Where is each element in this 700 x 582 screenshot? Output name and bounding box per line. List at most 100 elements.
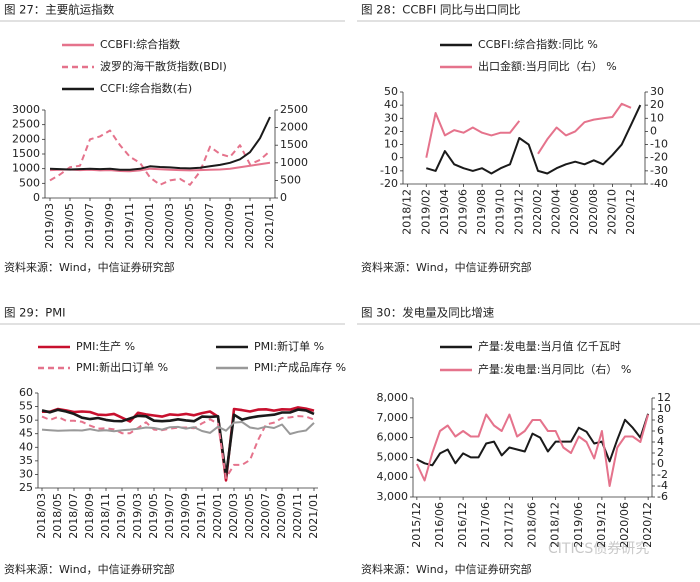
y2-tick-label: 1000	[280, 156, 308, 169]
y-tick-label: 45	[19, 427, 33, 440]
y2-tick-label: -10	[650, 138, 668, 151]
series-line	[415, 413, 650, 487]
x-tick-label: 2020/10	[605, 189, 618, 235]
y2-tick-label: -30	[650, 164, 668, 177]
y-tick-label: 10	[384, 138, 398, 151]
y-tick-label: 5,000	[377, 450, 409, 463]
y-tick-label: 3000	[12, 103, 40, 116]
y2-tick-label: 20	[650, 98, 664, 111]
series-line	[42, 406, 315, 482]
x-tick-label: 2018/06	[526, 502, 539, 548]
y-tick-label: 40	[384, 98, 398, 111]
series-line	[49, 116, 271, 171]
series-line	[425, 102, 632, 158]
source-note: 资料来源：Wind，中信证券研究部	[4, 562, 175, 576]
y2-tick-label: 0	[280, 191, 287, 204]
y-tick-label: 4,000	[377, 470, 409, 483]
y-tick-label: -10	[380, 164, 398, 177]
x-tick-label: 2016/12	[456, 502, 469, 548]
source-note: 资料来源：Wind，中信证券研究部	[361, 562, 532, 576]
y2-tick-label: 10	[657, 402, 671, 415]
x-tick-label: 2019/12	[595, 502, 608, 548]
figure-title: 图 29：PMI	[4, 306, 66, 320]
legend-label: PMI:生产 %	[76, 339, 135, 353]
legend-label: PMI:产成品库存 %	[254, 360, 346, 374]
series-line	[41, 415, 315, 479]
x-tick-label: 2019/12	[512, 189, 525, 235]
x-tick-label: 2020/12	[624, 189, 637, 235]
legend-label: PMI:新订单 %	[254, 339, 324, 353]
x-tick-label: 2018/11	[99, 493, 112, 539]
series-line	[49, 129, 271, 186]
x-tick-label: 2019/03	[131, 493, 144, 539]
y-tick-label: 50	[384, 85, 398, 98]
y2-tick-label: 2	[657, 446, 664, 459]
legend-label: 波罗的海干散货指数(BDI)	[100, 59, 227, 73]
x-tick-label: 2020/06	[568, 189, 581, 235]
y-tick-label: -20	[380, 177, 398, 190]
x-tick-label: 2017/06	[479, 502, 492, 548]
x-tick-label: 2015/12	[410, 502, 423, 548]
source-note: 资料来源：Wind，中信证券研究部	[361, 260, 532, 274]
legend-label: PMI:新出口订单 %	[76, 360, 168, 374]
y-tick-label: 2000	[12, 132, 40, 145]
y-tick-label: 60	[19, 386, 33, 399]
x-tick-label: 2019/07	[83, 203, 96, 249]
x-tick-label: 2019/03	[43, 203, 56, 249]
y-tick-label: 50	[19, 413, 33, 426]
legend-label: 产量:发电量:当月同比（右） %	[478, 362, 631, 376]
y-tick-label: 25	[19, 481, 33, 494]
y-tick-label: 0	[391, 151, 398, 164]
x-tick-label: 2020/08	[587, 189, 600, 235]
x-tick-label: 2019/11	[195, 493, 208, 539]
y2-tick-label: 1500	[280, 138, 308, 151]
x-tick-label: 2020/04	[550, 189, 563, 235]
y2-tick-label: 30	[650, 85, 664, 98]
x-tick-label: 2019/07	[163, 493, 176, 539]
y-tick-label: 55	[19, 400, 33, 413]
y-tick-label: 30	[384, 111, 398, 124]
y-tick-label: 30	[19, 467, 33, 480]
x-tick-label: 2020/05	[183, 203, 196, 249]
y2-tick-label: 6	[657, 424, 664, 437]
y-tick-label: 0	[33, 191, 40, 204]
y-tick-label: 40	[19, 440, 33, 453]
y-tick-label: 3,000	[377, 490, 409, 503]
x-tick-label: 2020/09	[223, 203, 236, 249]
y-tick-label: 20	[384, 124, 398, 137]
legend-label: CCFI:综合指数(右)	[100, 81, 192, 95]
y-tick-label: 1000	[12, 162, 40, 175]
y-tick-label: 8,000	[377, 391, 409, 404]
y2-tick-label: 500	[280, 173, 301, 186]
x-tick-label: 2020/07	[203, 203, 216, 249]
y-tick-label: 6,000	[377, 431, 409, 444]
x-tick-label: 2021/01	[263, 203, 276, 249]
x-tick-label: 2016/06	[433, 502, 446, 548]
y-tick-label: 1500	[12, 147, 40, 160]
y2-tick-label: 0	[657, 457, 664, 470]
y-tick-label: 2500	[12, 118, 40, 131]
x-tick-label: 2018/05	[51, 493, 64, 539]
x-tick-label: 2020/01	[143, 203, 156, 249]
x-tick-label: 2020/05	[243, 493, 256, 539]
y2-tick-label: 2500	[280, 103, 308, 116]
legend-label: 产量:发电量:当月值 亿千瓦时	[478, 339, 621, 353]
y2-tick-label: 10	[650, 111, 664, 124]
x-tick-label: 2019/09	[103, 203, 116, 249]
figure-title: 图 27：主要航运指数	[4, 3, 115, 17]
figure-title: 图 30：发电量及同比增速	[361, 306, 495, 320]
series-line	[41, 408, 315, 478]
series-line	[416, 413, 650, 467]
x-tick-label: 2018/03	[35, 493, 48, 539]
x-tick-label: 2019/06	[457, 189, 470, 235]
x-tick-label: 2019/05	[147, 493, 160, 539]
x-tick-label: 2018/12	[549, 502, 562, 548]
x-tick-label: 2021/01	[307, 493, 320, 539]
x-tick-label: 2020/03	[163, 203, 176, 249]
x-tick-label: 2020/09	[275, 493, 288, 539]
series-line	[41, 421, 315, 435]
source-note: 资料来源：Wind，中信证券研究部	[4, 260, 175, 274]
y2-tick-label: -4	[657, 479, 668, 492]
y2-tick-label: -6	[657, 490, 668, 503]
x-tick-label: 2019/08	[475, 189, 488, 235]
